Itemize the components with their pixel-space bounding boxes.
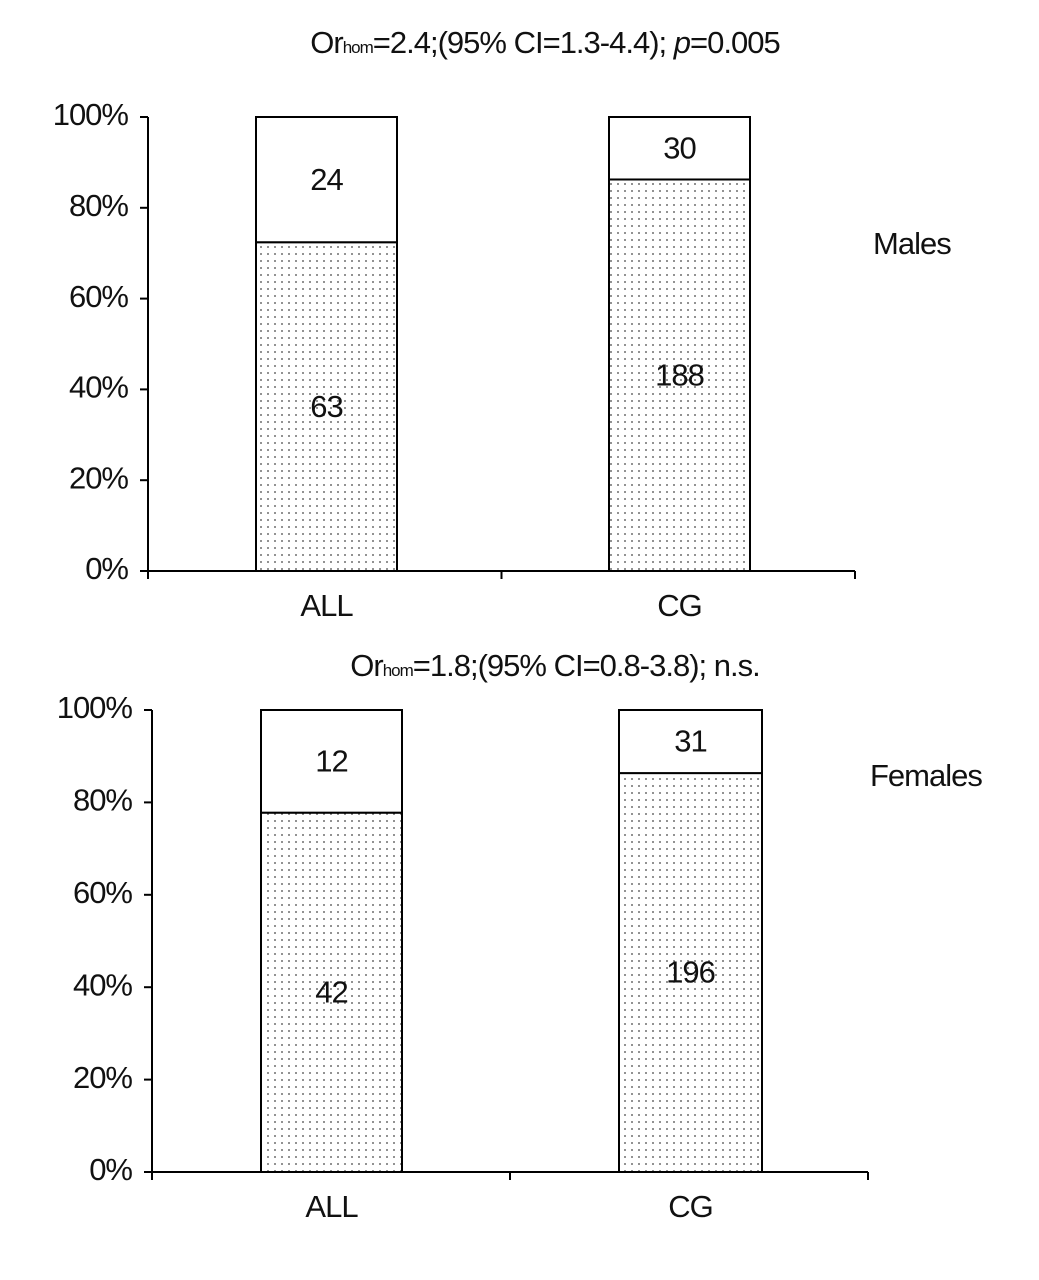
data-label: 30 [663, 130, 696, 165]
y-tick-label: 60% [69, 279, 128, 314]
bar-segment [255, 241, 398, 572]
y-tick-label: 20% [69, 460, 128, 495]
title-part: =0.005 [690, 25, 780, 60]
bar-segment [608, 116, 751, 181]
chart-title: Orhom=1.8;(95% CI=0.8-3.8); n.s. [350, 648, 759, 683]
x-tick-label: ALL [300, 588, 353, 623]
title-part: hom [343, 38, 374, 57]
data-label: 12 [315, 744, 347, 779]
data-label: 196 [666, 955, 715, 990]
panel-label: Females [870, 758, 982, 793]
y-tick-label: 40% [73, 967, 132, 1002]
title-part: =1.8;(95% CI=0.8-3.8); n.s. [413, 648, 760, 683]
title-part: Or [350, 648, 383, 683]
x-tick-label: CG [668, 1189, 713, 1224]
x-tick-label: CG [657, 588, 702, 623]
data-label: 31 [674, 724, 706, 759]
title-part: hom [383, 661, 414, 680]
title-part: p [673, 25, 691, 60]
bar-segment [618, 772, 763, 1174]
title-part: =2.4;(95% CI=1.3-4.4); [373, 25, 674, 60]
bar-segment [608, 178, 751, 573]
y-tick-label: 100% [57, 690, 133, 725]
y-tick-label: 100% [53, 97, 129, 132]
data-label: 42 [315, 975, 347, 1010]
chart-title: Orhom=2.4;(95% CI=1.3-4.4); p=0.005 [310, 25, 779, 60]
y-tick-label: 60% [73, 875, 132, 910]
bar-segment [260, 811, 403, 1174]
data-label: 188 [655, 357, 704, 392]
panel-label: Males [873, 226, 951, 261]
data-label: 24 [310, 162, 343, 197]
title-part: Or [310, 25, 343, 60]
y-tick-label: 40% [69, 370, 128, 405]
data-label: 63 [310, 389, 342, 424]
x-tick-label: ALL [305, 1189, 358, 1224]
y-tick-label: 0% [85, 551, 128, 586]
y-tick-label: 80% [69, 188, 128, 223]
y-tick-label: 0% [89, 1152, 132, 1187]
y-tick-label: 20% [73, 1060, 132, 1095]
bar-segment [260, 709, 403, 814]
bar-segment [618, 709, 763, 775]
bar-segment [255, 116, 398, 244]
y-tick-label: 80% [73, 783, 132, 818]
